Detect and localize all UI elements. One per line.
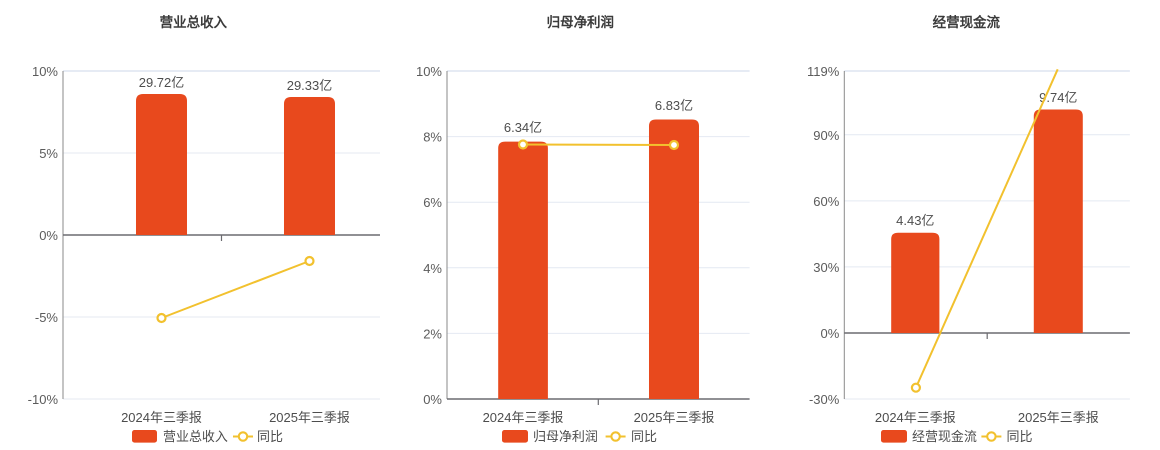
- svg-text:2%: 2%: [423, 326, 442, 341]
- svg-text:6.83亿: 6.83亿: [655, 98, 693, 113]
- svg-text:0%: 0%: [39, 228, 58, 243]
- svg-text:60%: 60%: [814, 194, 840, 209]
- svg-text:归母净利润: 归母净利润: [546, 14, 613, 30]
- svg-text:营业总收入: 营业总收入: [163, 429, 228, 444]
- svg-text:-5%: -5%: [35, 310, 59, 325]
- svg-text:6%: 6%: [423, 195, 442, 210]
- svg-text:经营现金流: 经营现金流: [912, 429, 977, 444]
- svg-text:119%: 119%: [807, 64, 840, 79]
- svg-text:2024年三季报: 2024年三季报: [875, 410, 956, 425]
- svg-text:同比: 同比: [257, 429, 283, 444]
- svg-text:2024年三季报: 2024年三季报: [121, 410, 202, 425]
- svg-text:10%: 10%: [32, 64, 58, 79]
- svg-text:2025年三季报: 2025年三季报: [633, 410, 714, 425]
- svg-text:10%: 10%: [416, 64, 442, 79]
- svg-text:29.33亿: 29.33亿: [287, 78, 332, 93]
- svg-text:-10%: -10%: [28, 392, 59, 407]
- svg-text:0%: 0%: [821, 326, 840, 341]
- svg-text:2025年三季报: 2025年三季报: [1018, 410, 1099, 425]
- svg-text:4.43亿: 4.43亿: [896, 213, 934, 228]
- svg-text:6.34亿: 6.34亿: [504, 120, 542, 135]
- svg-text:2025年三季报: 2025年三季报: [269, 410, 350, 425]
- svg-text:-30%: -30%: [809, 392, 840, 407]
- svg-text:90%: 90%: [814, 128, 840, 143]
- svg-text:4%: 4%: [423, 261, 442, 276]
- svg-text:同比: 同比: [631, 429, 657, 444]
- svg-text:2024年三季报: 2024年三季报: [482, 410, 563, 425]
- svg-text:营业总收入: 营业总收入: [160, 14, 228, 30]
- svg-text:经营现金流: 经营现金流: [933, 14, 1001, 30]
- svg-text:29.72亿: 29.72亿: [139, 75, 184, 90]
- svg-text:30%: 30%: [814, 260, 840, 275]
- svg-text:5%: 5%: [39, 146, 58, 161]
- svg-text:8%: 8%: [423, 130, 442, 145]
- svg-text:归母净利润: 归母净利润: [533, 429, 598, 444]
- svg-text:0%: 0%: [423, 392, 442, 407]
- svg-text:同比: 同比: [1007, 429, 1033, 444]
